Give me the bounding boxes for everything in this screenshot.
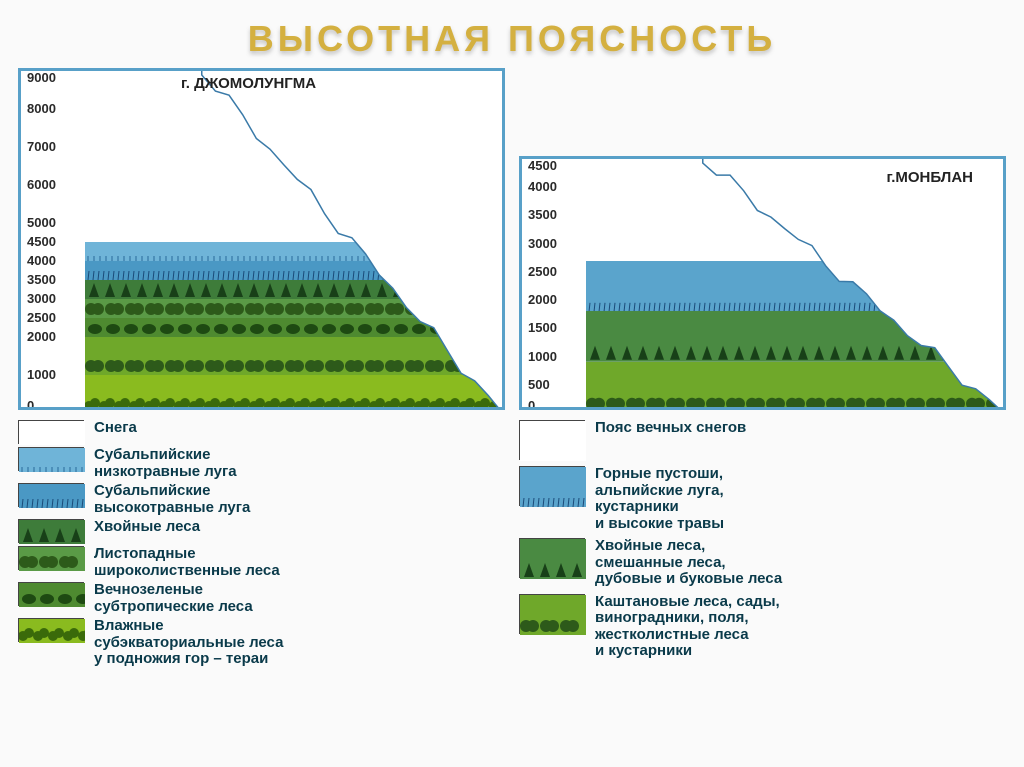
axis-tick-label: 6000 — [21, 178, 56, 191]
legend-swatch — [18, 447, 84, 471]
legend-label: Пояс вечных снегов — [595, 420, 746, 437]
mountain-title-right: г.МОНБЛАН — [886, 169, 973, 186]
axis-tick-label: 1500 — [522, 321, 557, 334]
legend-swatch — [18, 420, 84, 444]
axis-tick-label: 2500 — [21, 311, 56, 324]
legend-row: Субальпийскиенизкотравные луга — [18, 447, 505, 480]
legend-label: Листопадныешироколиственные леса — [94, 546, 280, 579]
axis-tick-label: 9000 — [21, 71, 56, 84]
legend-swatch — [18, 483, 84, 507]
legend-row: Листопадныешироколиственные леса — [18, 546, 505, 579]
legend-swatch — [18, 582, 84, 606]
legend-label: Вечнозеленыесубтропические леса — [94, 582, 253, 615]
legend-row: Горные пустоши,альпийские луга,кустарник… — [519, 466, 1006, 532]
legend-swatch — [519, 538, 585, 578]
legend-swatch — [519, 420, 585, 460]
axis-tick-label: 3000 — [522, 237, 557, 250]
legend-right: Пояс вечных снегов Горные пустоши,альпийс… — [519, 416, 1006, 670]
legend-label: Хвойные леса,смешанные леса,дубовые и бу… — [595, 538, 782, 588]
legend-row: Снега — [18, 420, 505, 444]
left-panel: 9000 8000 7000 6000 5000 4500 4000 3500 3000 2500… — [18, 68, 505, 675]
legend-swatch — [519, 466, 585, 506]
axis-tick-label: 4500 — [21, 235, 56, 248]
legend-row: Влажныесубэкваториальные лесау подножия … — [18, 618, 505, 668]
axis-tick-label: 1000 — [21, 368, 56, 381]
charts-row: 9000800070006000500045004000350030002500… — [0, 68, 1024, 675]
mountain-mask — [85, 71, 502, 410]
legend-label: Каштановые леса, сады,виноградники, поля… — [595, 594, 780, 660]
axis-tick-label: 2000 — [21, 330, 56, 343]
mountain-title-left: г. ДЖОМОЛУНГМА — [181, 75, 316, 92]
mountain-mask — [586, 159, 1003, 410]
chart-dzhomolungma: 9000 8000 7000 6000 5000 4500 4000 3500 3000 2500… — [18, 68, 505, 410]
legend-row: Хвойные леса — [18, 519, 505, 543]
legend-row: Хвойные леса,смешанные леса,дубовые и бу… — [519, 538, 1006, 588]
legend-swatch — [18, 519, 84, 543]
axis-tick-label: 2000 — [522, 293, 557, 306]
axis-tick-label: 0 — [522, 399, 535, 410]
legend-row: Пояс вечных снегов — [519, 420, 1006, 460]
chart-monblan: 4500 4000 3500 3000 2500 2000 1500 1000 500 0 г.М… — [519, 156, 1006, 410]
legend-label: Влажныесубэкваториальные лесау подножия … — [94, 618, 283, 668]
axis-tick-label: 8000 — [21, 102, 56, 115]
axis-tick-label: 7000 — [21, 140, 56, 153]
legend-swatch — [18, 618, 84, 642]
axis-tick-label: 2500 — [522, 265, 557, 278]
legend-label: Хвойные леса — [94, 519, 200, 536]
legend-left: Снега Субальпийскиенизкотравные лугаСубал… — [18, 416, 505, 675]
legend-row: Субальпийскиевысокотравные луга — [18, 483, 505, 516]
axis-tick-label: 0 — [21, 399, 34, 410]
axis-tick-label: 500 — [522, 378, 550, 391]
legend-swatch — [519, 594, 585, 634]
axis-tick-label: 3000 — [21, 292, 56, 305]
axis-tick-label: 3500 — [522, 208, 557, 221]
axis-tick-label: 5000 — [21, 216, 56, 229]
legend-row: Каштановые леса, сады,виноградники, поля… — [519, 594, 1006, 660]
axis-tick-label: 3500 — [21, 273, 56, 286]
axis-tick-label: 1000 — [522, 350, 557, 363]
axis-tick-label: 4000 — [522, 180, 557, 193]
legend-label: Снега — [94, 420, 137, 437]
axis-tick-label: 4500 — [522, 159, 557, 172]
axis-tick-label: 4000 — [21, 254, 56, 267]
right-panel: 4500 4000 3500 3000 2500 2000 1500 1000 500 0 г.М… — [519, 68, 1006, 675]
page-title: ВЫСОТНАЯ ПОЯСНОСТЬ — [0, 0, 1024, 68]
legend-row: Вечнозеленыесубтропические леса — [18, 582, 505, 615]
legend-swatch — [18, 546, 84, 570]
legend-label: Субальпийскиевысокотравные луга — [94, 483, 250, 516]
legend-label: Субальпийскиенизкотравные луга — [94, 447, 237, 480]
legend-label: Горные пустоши,альпийские луга,кустарник… — [595, 466, 724, 532]
